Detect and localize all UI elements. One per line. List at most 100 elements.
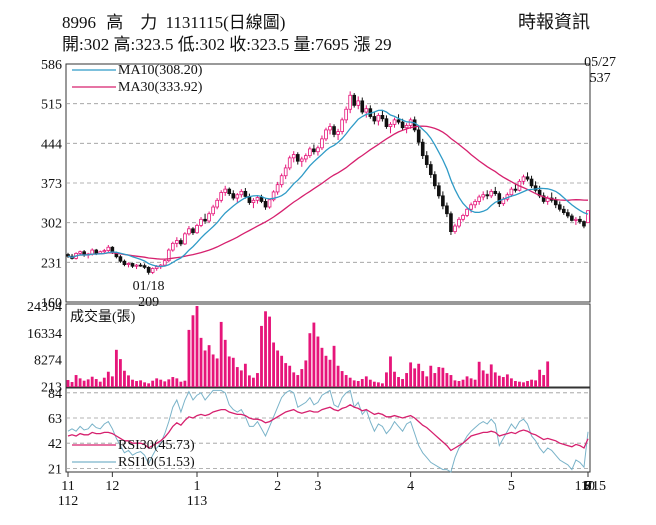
candle bbox=[179, 240, 183, 245]
volume-bar bbox=[223, 339, 227, 387]
candle bbox=[171, 242, 175, 251]
volume-bar bbox=[405, 373, 409, 387]
x-tick-label: 11 bbox=[61, 479, 74, 494]
volume-bar bbox=[70, 382, 74, 387]
candle bbox=[420, 141, 425, 157]
candle bbox=[566, 212, 570, 217]
candle bbox=[441, 195, 445, 207]
x-tick-label: 7 bbox=[585, 479, 592, 494]
candle bbox=[175, 240, 179, 244]
volume-bar bbox=[441, 367, 445, 387]
price-tick-label: 231 bbox=[41, 256, 62, 271]
candle bbox=[183, 233, 187, 245]
candle bbox=[574, 218, 578, 221]
open-label: 開: bbox=[62, 35, 84, 54]
candle bbox=[481, 194, 485, 198]
volume-bar bbox=[401, 379, 404, 387]
x-year-label: 112 bbox=[58, 494, 78, 509]
candle bbox=[493, 190, 498, 195]
candle bbox=[312, 148, 316, 153]
high-label: 高: bbox=[113, 35, 136, 54]
volume-bar bbox=[469, 378, 473, 387]
candle bbox=[348, 94, 352, 110]
low-label: 低: bbox=[177, 35, 200, 54]
candle bbox=[150, 268, 155, 273]
volume-bar bbox=[260, 325, 263, 387]
x-tick-label: 5 bbox=[508, 479, 515, 494]
legend-ma10: MA10(308.20) bbox=[118, 63, 203, 78]
ma10-line bbox=[67, 109, 589, 268]
x-tick-label: 8 bbox=[585, 479, 592, 494]
candle bbox=[521, 176, 526, 182]
volume-bar bbox=[336, 365, 340, 387]
candle bbox=[324, 129, 328, 140]
rsi-tick-label: 63 bbox=[48, 412, 62, 427]
rsi-tick-label: 84 bbox=[48, 387, 62, 402]
volume-bar bbox=[98, 381, 102, 387]
volume-bar bbox=[417, 363, 421, 387]
candle bbox=[279, 175, 284, 186]
high-value: 323.5 bbox=[135, 35, 174, 54]
volume-bar bbox=[389, 356, 392, 387]
volume-bar bbox=[300, 369, 304, 387]
volume-bar bbox=[219, 321, 223, 387]
candle bbox=[412, 119, 417, 131]
volume-tick-label: 8274 bbox=[34, 354, 62, 369]
volume-bar bbox=[90, 376, 94, 387]
candle bbox=[267, 199, 272, 208]
volume-bar bbox=[413, 368, 417, 387]
chart-kind: (日線圖) bbox=[223, 13, 286, 32]
volume-bar bbox=[82, 380, 86, 387]
candle bbox=[380, 114, 385, 120]
candle bbox=[400, 121, 405, 129]
candle bbox=[203, 218, 207, 222]
candle bbox=[102, 250, 107, 253]
ma30-line bbox=[67, 125, 589, 260]
candle bbox=[142, 265, 147, 268]
volume-bar bbox=[360, 379, 364, 387]
candle bbox=[525, 176, 530, 180]
candle bbox=[557, 204, 562, 210]
candle bbox=[586, 210, 590, 224]
candle bbox=[352, 94, 357, 106]
candle bbox=[453, 225, 457, 233]
volume-bar bbox=[239, 370, 243, 387]
candle bbox=[207, 213, 211, 222]
x-tick-label: 12 bbox=[105, 479, 119, 494]
candle bbox=[477, 196, 481, 202]
volume-bar bbox=[312, 322, 316, 387]
volume-bar bbox=[477, 361, 481, 387]
volume-bar bbox=[243, 363, 247, 387]
volume-bar bbox=[481, 370, 485, 387]
volume-bar bbox=[493, 372, 497, 387]
candle bbox=[582, 221, 586, 227]
candle bbox=[372, 116, 377, 122]
candle bbox=[304, 155, 308, 160]
candle bbox=[223, 188, 228, 193]
candle bbox=[392, 119, 397, 125]
volume-bar bbox=[102, 377, 106, 387]
candle bbox=[336, 131, 340, 135]
x-tick-label: 10 bbox=[581, 479, 595, 494]
candle bbox=[187, 228, 191, 235]
high-value-annotation: 537 bbox=[590, 71, 611, 86]
candle bbox=[424, 155, 429, 165]
volume-bar bbox=[119, 359, 122, 387]
candle bbox=[219, 192, 223, 201]
candle bbox=[445, 205, 449, 215]
candle bbox=[231, 193, 236, 199]
chart-date: 1131115 bbox=[165, 13, 224, 32]
volume-bar bbox=[292, 372, 296, 387]
price-tick-label: 302 bbox=[41, 217, 62, 232]
price-tick-label: 444 bbox=[41, 137, 62, 152]
volume-bar bbox=[340, 371, 344, 387]
volume-bar bbox=[324, 355, 328, 387]
volume-bar bbox=[385, 372, 388, 387]
candle bbox=[162, 260, 167, 266]
volume-bar bbox=[465, 376, 469, 387]
volume-bar bbox=[530, 379, 533, 387]
volume-bar bbox=[449, 375, 453, 387]
candle bbox=[533, 185, 538, 191]
volume-bar bbox=[276, 350, 280, 387]
